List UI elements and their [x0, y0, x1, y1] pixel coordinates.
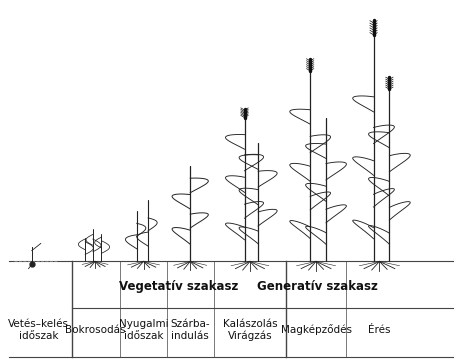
Text: Vegetatív szakasz: Vegetatív szakasz — [119, 280, 239, 293]
Text: Bokrosodás: Bokrosodás — [65, 325, 125, 335]
Text: Kalászolás
Virágzás: Kalászolás Virágzás — [223, 319, 277, 341]
Text: Nyugalmi
időszak: Nyugalmi időszak — [119, 319, 169, 340]
Text: Magképződés: Magképződés — [281, 324, 352, 335]
Text: Szárba-
indulás: Szárba- indulás — [170, 319, 210, 340]
Text: Generatív szakasz: Generatív szakasz — [256, 280, 377, 293]
Text: Vetés–kelés
időszak: Vetés–kelés időszak — [8, 319, 69, 340]
Text: Érés: Érés — [368, 325, 391, 335]
